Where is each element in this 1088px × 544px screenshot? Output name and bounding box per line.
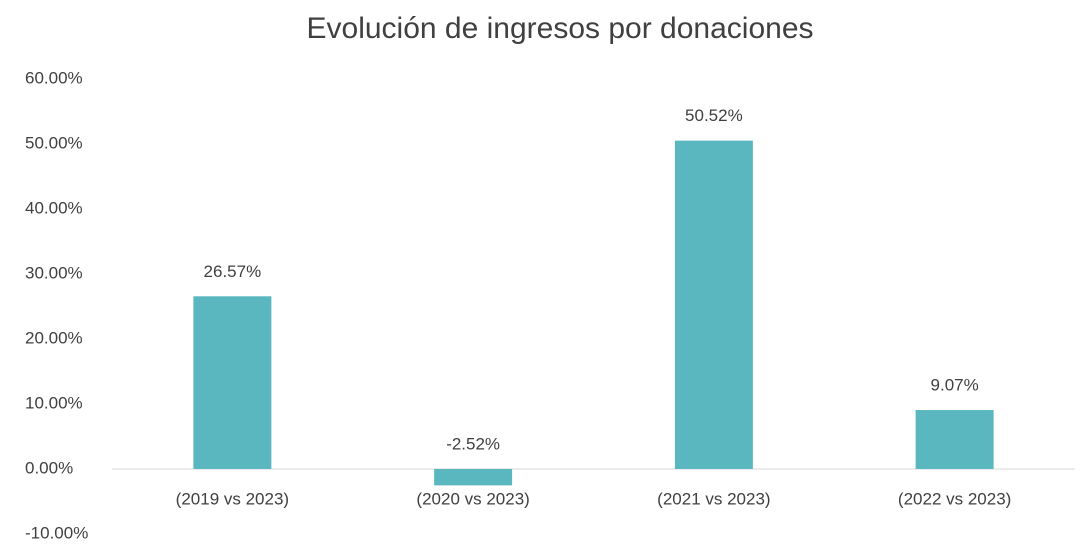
x-tick-label: (2022 vs 2023) — [898, 489, 1011, 508]
y-tick-label: 20.00% — [25, 328, 83, 347]
data-label: 26.57% — [204, 262, 262, 281]
y-tick-label: 50.00% — [25, 133, 83, 152]
y-tick-label: 30.00% — [25, 263, 83, 282]
data-label: -2.52% — [446, 434, 500, 453]
y-tick-label: 40.00% — [25, 198, 83, 217]
y-tick-label: 10.00% — [25, 393, 83, 412]
y-tick-label: -10.00% — [25, 523, 88, 542]
bar — [193, 296, 272, 469]
x-tick-label: (2020 vs 2023) — [416, 489, 529, 508]
x-tick-label: (2019 vs 2023) — [176, 489, 289, 508]
bar — [434, 469, 513, 486]
y-tick-label: 60.00% — [25, 68, 83, 87]
x-tick-label: (2021 vs 2023) — [657, 489, 770, 508]
data-label: 50.52% — [685, 106, 743, 125]
bar — [674, 140, 753, 469]
data-label: 9.07% — [931, 376, 979, 395]
bar — [915, 410, 994, 469]
chart-title: Evolución de ingresos por donaciones — [307, 12, 814, 45]
y-tick-label: 0.00% — [25, 458, 73, 477]
